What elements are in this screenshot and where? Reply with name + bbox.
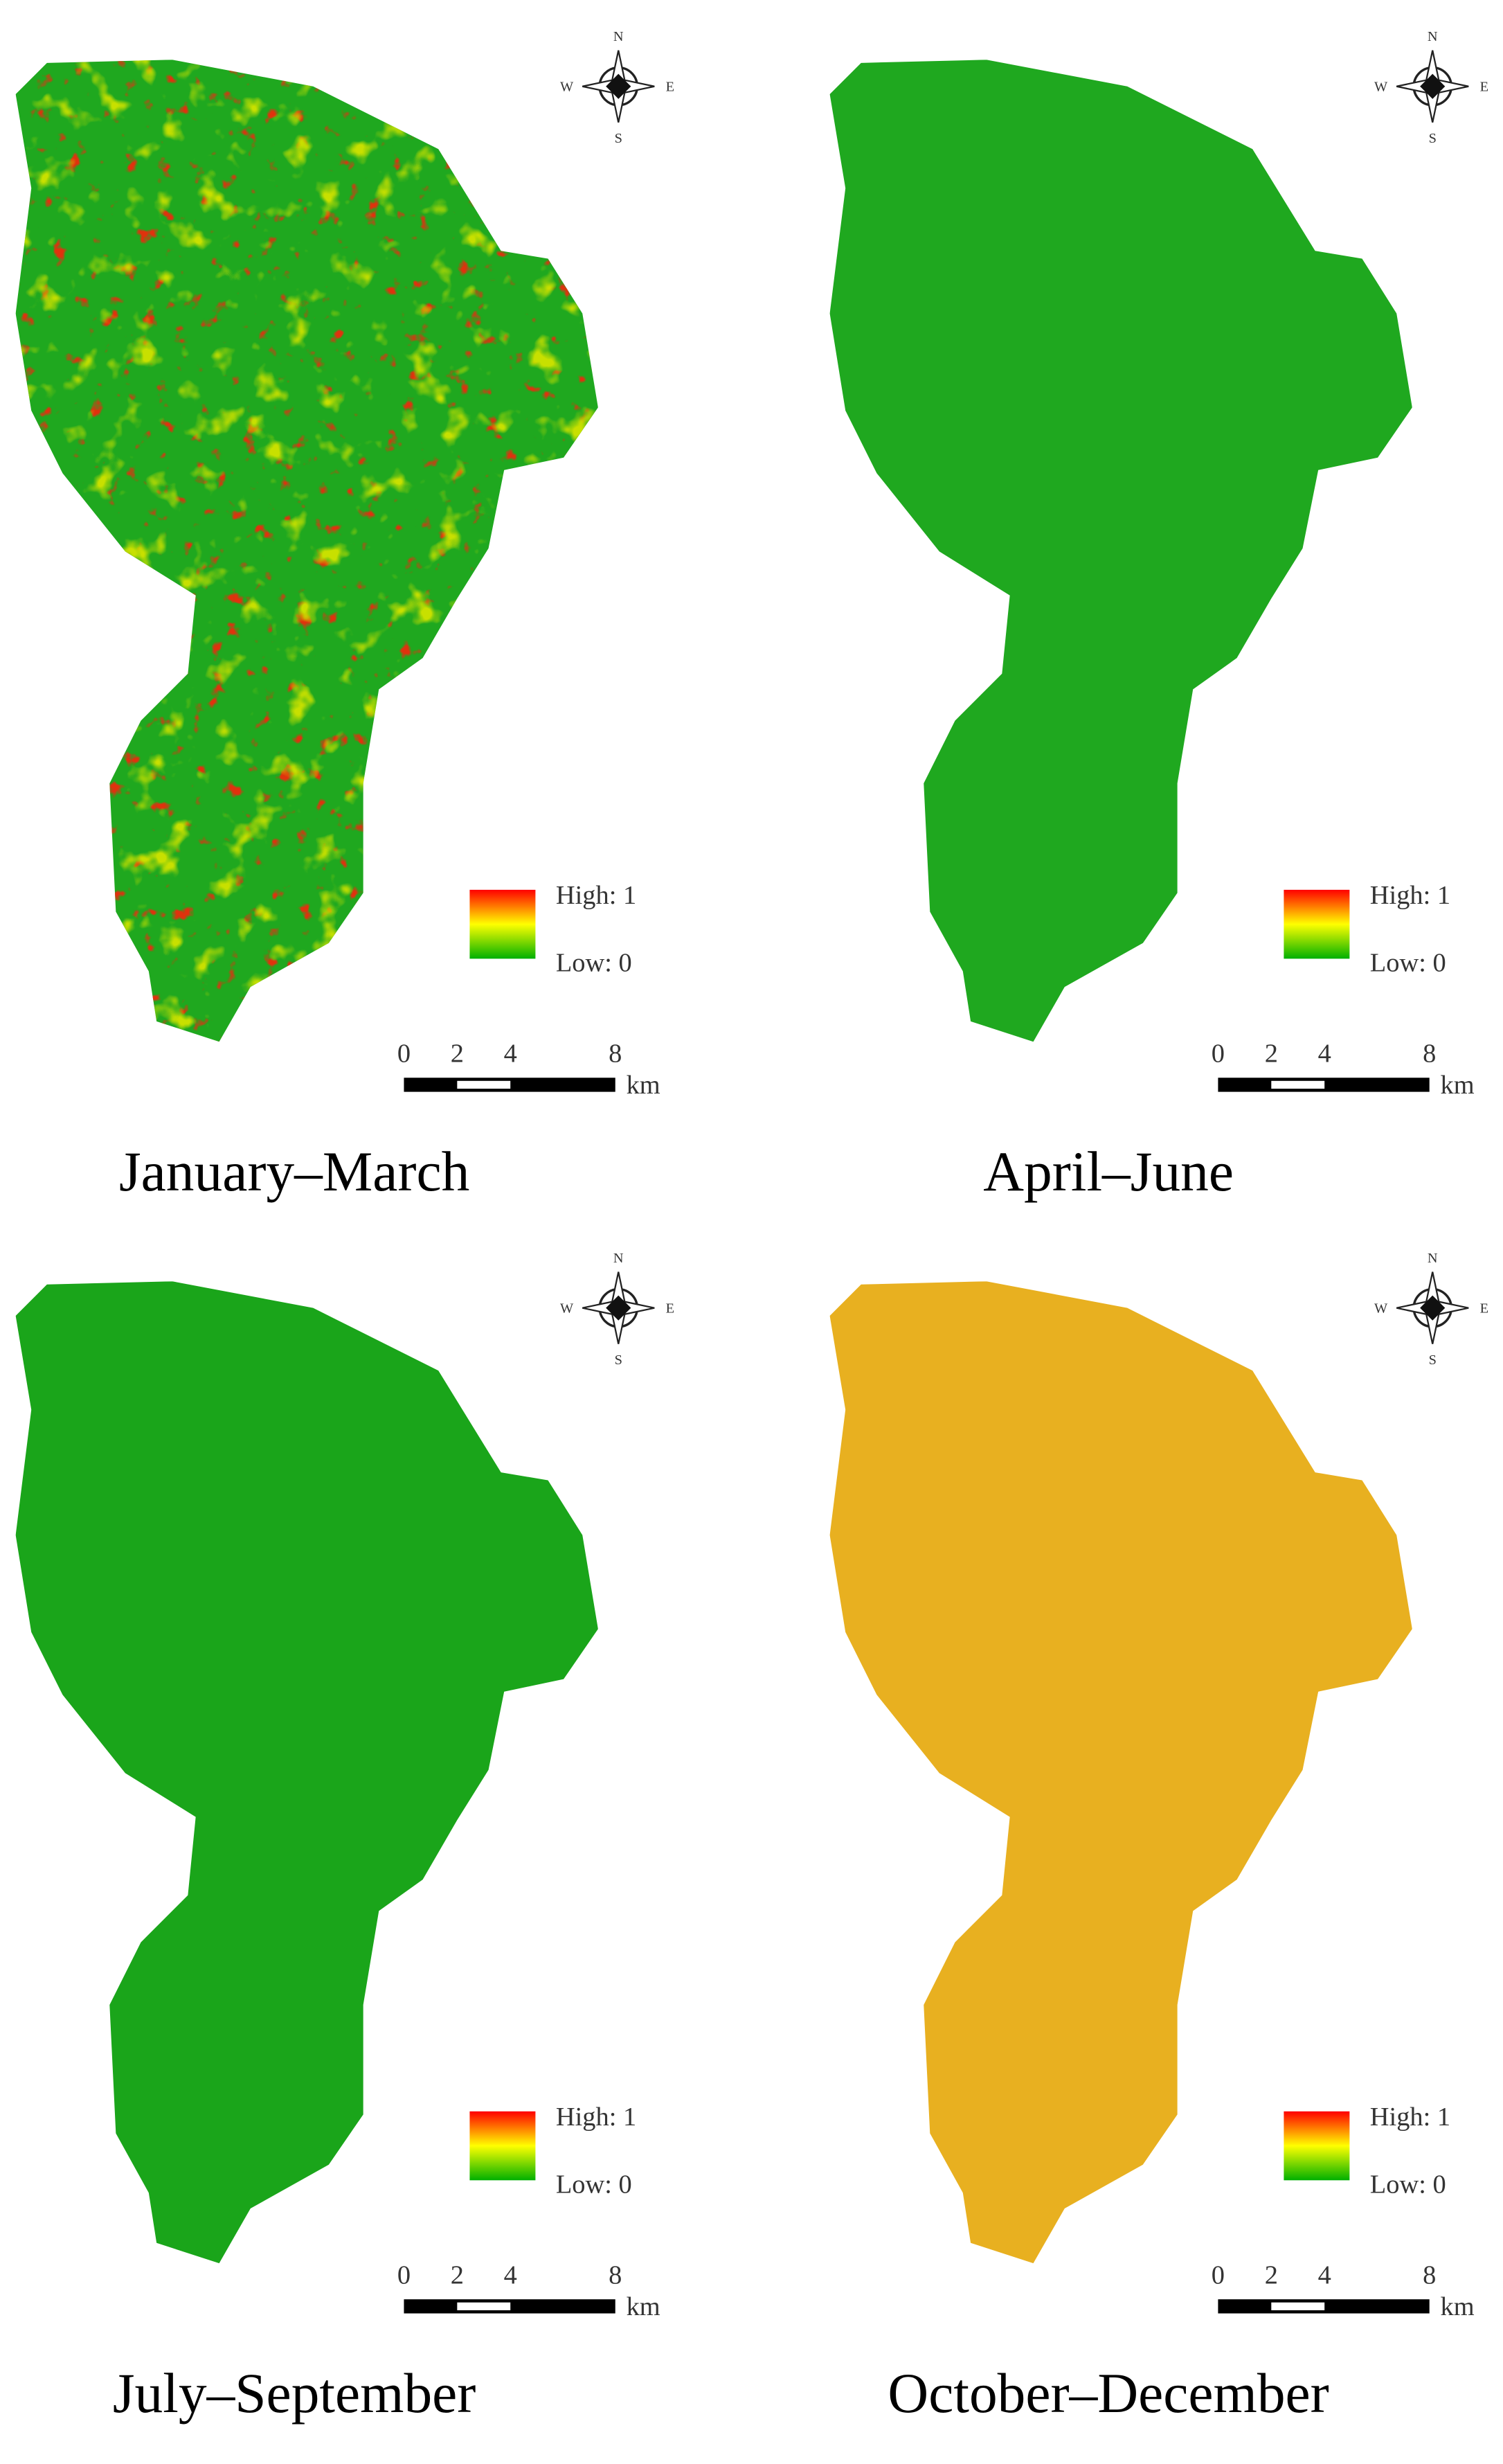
legend-label: Low: 0: [1370, 948, 1446, 977]
scale-label: 4: [1318, 1039, 1331, 1069]
compass-label: W: [560, 1301, 574, 1316]
legend-label: High: 1: [556, 881, 636, 910]
scale-label: 2: [1265, 1039, 1278, 1069]
compass-label: E: [1480, 80, 1488, 95]
map-panel: N S W E High: 1 Low: 0 0 2 4 8km April–June: [829, 29, 1488, 1203]
scale-label: 8: [1423, 1039, 1436, 1069]
scale-bar: [457, 1080, 511, 1089]
compass-label: N: [613, 1251, 624, 1266]
compass-label: N: [613, 29, 624, 44]
scale-unit: km: [627, 1071, 660, 1100]
legend-ramp: [469, 2111, 536, 2181]
compass-label: W: [1374, 1301, 1388, 1316]
scale-unit: km: [1441, 2292, 1475, 2321]
scale-label: 0: [1212, 2261, 1225, 2290]
compass-label: S: [615, 1352, 622, 1368]
scale-label: 2: [451, 2261, 464, 2290]
compass-label: S: [1429, 131, 1437, 146]
panel-title: April–June: [983, 1140, 1234, 1203]
map-panel: N S W E High: 1 Low: 0 0 2 4 8km October–December: [829, 1251, 1488, 2425]
scale-label: 8: [1423, 2261, 1436, 2290]
compass-label: E: [1480, 1301, 1488, 1316]
compass-label: S: [1429, 1352, 1437, 1368]
compass-label: E: [666, 1301, 674, 1316]
scale-label: 0: [1212, 1039, 1225, 1069]
scale-bar: [1271, 2302, 1325, 2311]
map-panel: N S W E High: 1 Low: 0 0 2 4 8km January–March: [15, 29, 674, 1203]
scale-label: 2: [451, 1039, 464, 1069]
legend-label: High: 1: [1370, 881, 1450, 910]
compass-label: S: [615, 131, 622, 146]
panel-title: January–March: [119, 1140, 469, 1203]
scale-unit: km: [627, 2292, 660, 2321]
compass: N S W E: [560, 1251, 674, 1368]
scale-bar: [1271, 1080, 1325, 1089]
compass: N S W E: [1374, 1251, 1488, 1368]
scale-unit: km: [1441, 1071, 1475, 1100]
legend-label: High: 1: [1370, 2103, 1450, 2132]
legend-label: High: 1: [556, 2103, 636, 2132]
legend-label: Low: 0: [556, 948, 632, 977]
scale-label: 0: [397, 1039, 411, 1069]
legend-label: Low: 0: [556, 2170, 632, 2199]
compass-label: W: [1374, 80, 1388, 95]
scale-label: 2: [1265, 2261, 1278, 2290]
legend-label: Low: 0: [1370, 2170, 1446, 2199]
legend-ramp: [1284, 2111, 1350, 2181]
scale-label: 0: [397, 2261, 411, 2290]
panel-title: October–December: [888, 2362, 1329, 2425]
map-panel: N S W E High: 1 Low: 0 0 2 4 8km July–September: [15, 1251, 674, 2425]
compass: N S W E: [560, 29, 674, 146]
scale-bar: [457, 2302, 511, 2311]
compass-label: N: [1428, 29, 1438, 44]
legend-ramp: [1284, 889, 1350, 959]
scale-label: 4: [1318, 2261, 1331, 2290]
legend-ramp: [469, 889, 536, 959]
compass-label: N: [1428, 1251, 1438, 1266]
scale-label: 8: [609, 1039, 622, 1069]
scale-label: 4: [504, 1039, 517, 1069]
scale-label: 4: [504, 2261, 517, 2290]
compass-label: E: [666, 80, 674, 95]
compass: N S W E: [1374, 29, 1488, 146]
scale-label: 8: [609, 2261, 622, 2290]
panel-title: July–September: [113, 2362, 476, 2425]
compass-label: W: [560, 80, 574, 95]
